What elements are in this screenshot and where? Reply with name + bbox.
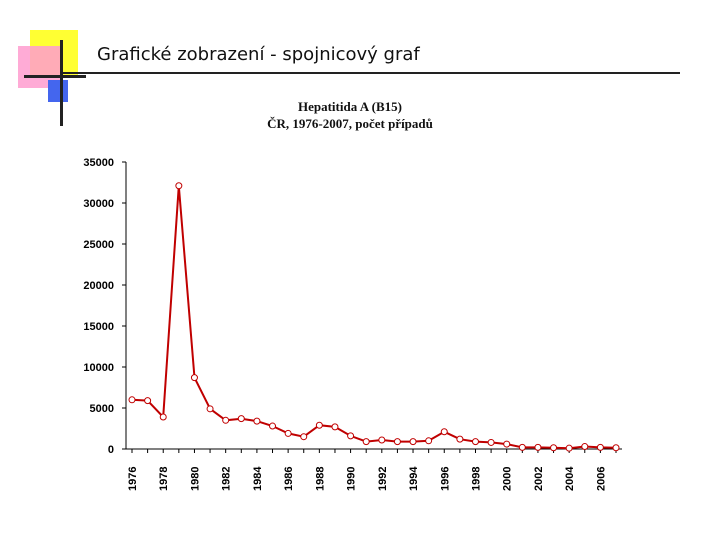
x-tick-label: 1996 (439, 467, 451, 491)
decor-horizontal-line (24, 75, 86, 78)
y-tick-labels: 0 5000 10000 15000 20000 25000 30000 35000 (83, 157, 114, 456)
x-tick-label: 2002 (533, 467, 545, 491)
data-point (159, 413, 167, 421)
decor-vertical-line (60, 40, 63, 126)
data-point (471, 438, 479, 446)
x-tick-label: 1988 (314, 467, 326, 491)
data-point (190, 374, 198, 382)
data-point (596, 443, 604, 451)
series-line (131, 185, 617, 450)
data-point (534, 443, 542, 451)
x-tick-label: 2000 (502, 467, 514, 491)
y-tick-label: 25000 (83, 239, 114, 251)
data-point (315, 421, 323, 429)
data-point (612, 444, 620, 452)
x-tick-label: 2006 (595, 467, 607, 491)
x-tick-label: 2004 (564, 466, 576, 491)
x-tick-label: 1978 (158, 467, 170, 491)
x-tick-label: 1994 (408, 466, 420, 491)
x-tick-label: 1998 (470, 467, 482, 491)
x-tick-label: 1992 (377, 467, 389, 491)
slide-title: Grafické zobrazení - spojnicový graf (97, 44, 420, 65)
data-point (237, 415, 245, 423)
series-layer (131, 185, 617, 450)
data-point (425, 437, 433, 445)
y-tick-label: 15000 (83, 321, 114, 333)
y-tick-label: 35000 (83, 157, 114, 169)
y-tick-label: 0 (108, 444, 114, 456)
data-point (550, 444, 558, 452)
data-point (440, 428, 448, 436)
marker-layer (128, 182, 620, 452)
data-point (284, 429, 292, 437)
data-point (175, 182, 183, 190)
x-tick-label: 1984 (252, 466, 264, 491)
data-point (253, 417, 261, 425)
data-point (393, 438, 401, 446)
data-point (144, 397, 152, 405)
data-point (222, 416, 230, 424)
data-point (565, 444, 573, 452)
data-point (347, 432, 355, 440)
chart-title-block: Hepatitida A (B15) ČR, 1976-2007, počet … (200, 98, 500, 132)
x-tick-label: 1982 (221, 467, 233, 491)
decor-blue-square (48, 80, 68, 102)
data-point (331, 423, 339, 431)
x-tick-labels: 1976 1978 1980 1982 1984 1986 1988 1990 1992 1994… (127, 466, 607, 491)
data-point (581, 443, 589, 451)
x-tick-label: 1990 (346, 467, 358, 491)
y-tick-label: 5000 (90, 403, 114, 415)
y-tick-label: 30000 (83, 198, 114, 210)
title-underline (60, 72, 680, 74)
x-tick-label: 1986 (283, 467, 295, 491)
data-point (362, 438, 370, 446)
data-point (409, 438, 417, 446)
data-point (378, 436, 386, 444)
data-point (456, 435, 464, 443)
data-point (269, 422, 277, 430)
x-tick-label: 1976 (127, 467, 139, 491)
chart-title: Hepatitida A (B15) (297, 99, 402, 114)
y-tick-label: 10000 (83, 362, 114, 374)
data-point (128, 396, 136, 404)
data-point (300, 433, 308, 441)
chart-subtitle: ČR, 1976-2007, počet případů (267, 116, 433, 131)
data-point (518, 443, 526, 451)
data-point (206, 405, 214, 413)
data-point (487, 438, 495, 446)
chart-axes (122, 161, 622, 453)
y-tick-label: 20000 (83, 280, 114, 292)
x-tick-label: 1980 (189, 467, 201, 491)
data-point (503, 440, 511, 448)
